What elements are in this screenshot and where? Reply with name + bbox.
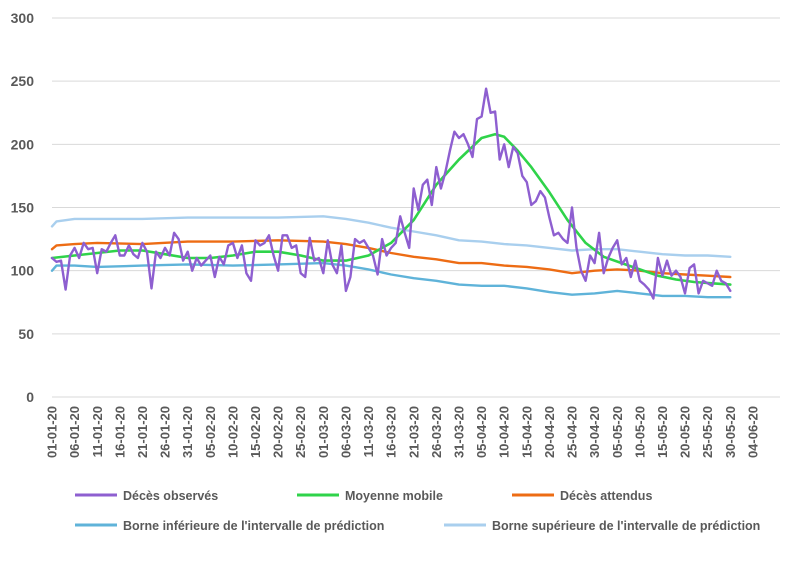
legend-label: Borne inférieure de l'intervalle de préd… (123, 519, 384, 533)
x-tick-label: 21-01-20 (135, 406, 150, 458)
series-line-0 (50, 87, 732, 300)
x-tick-label: 05-05-20 (610, 406, 625, 458)
x-tick-label: 31-01-20 (180, 406, 195, 458)
x-tick-label: 26-03-20 (429, 406, 444, 458)
y-tick-label: 50 (18, 326, 34, 342)
x-tick-label: 05-02-20 (203, 406, 218, 458)
x-tick-label: 10-05-20 (632, 406, 647, 458)
x-tick-label: 15-02-20 (248, 406, 263, 458)
gridlines (52, 17, 780, 398)
legend-label: Borne supérieure de l'intervalle de préd… (492, 519, 760, 533)
y-tick-label: 0 (26, 389, 34, 405)
x-tick-label: 25-04-20 (565, 406, 580, 458)
x-tick-label: 26-01-20 (158, 406, 173, 458)
legend-label: Décès observés (123, 489, 218, 503)
series-lines (50, 87, 732, 300)
y-axis: 0 50 100 150 200 250 300 (11, 10, 35, 405)
x-tick-label: 01-01-20 (45, 406, 60, 458)
legend-label: Décès attendus (560, 489, 652, 503)
x-tick-label: 25-05-20 (700, 406, 715, 458)
legend-label: Moyenne mobile (345, 489, 443, 503)
x-tick-label: 20-02-20 (271, 406, 286, 458)
x-tick-label: 06-01-20 (67, 406, 82, 458)
x-tick-label: 30-04-20 (587, 406, 602, 458)
x-tick-label: 25-02-20 (293, 406, 308, 458)
x-tick-label: 10-02-20 (225, 406, 240, 458)
x-axis: 01-01-20 06-01-20 11-01-20 16-01-20 21-01-20… (45, 406, 761, 458)
y-tick-label: 300 (11, 10, 35, 26)
x-tick-label: 30-05-20 (723, 406, 738, 458)
y-tick-label: 100 (11, 263, 35, 279)
x-tick-label: 15-04-20 (519, 406, 534, 458)
x-tick-label: 11-01-20 (90, 406, 105, 457)
x-tick-label: 16-01-20 (112, 406, 127, 458)
y-tick-label: 200 (11, 136, 35, 152)
x-tick-label: 06-03-20 (338, 406, 353, 458)
series-line-4 (50, 215, 732, 258)
x-tick-label: 04-06-20 (745, 406, 760, 458)
x-tick-label: 15-05-20 (655, 406, 670, 458)
y-tick-label: 250 (11, 73, 35, 89)
y-tick-label: 150 (11, 200, 35, 216)
legend: Décès observés Moyenne mobile Décès attend… (75, 489, 760, 533)
x-tick-label: 20-05-20 (678, 406, 693, 458)
x-tick-label: 16-03-20 (384, 406, 399, 458)
x-tick-label: 31-03-20 (452, 406, 467, 458)
x-tick-label: 21-03-20 (406, 406, 421, 458)
x-tick-label: 20-04-20 (542, 406, 557, 458)
x-tick-label: 10-04-20 (497, 406, 512, 458)
x-tick-label: 11-03-20 (361, 406, 376, 457)
x-tick-label: 05-04-20 (474, 406, 489, 458)
series-line-3 (50, 261, 732, 299)
x-tick-label: 01-03-20 (316, 406, 331, 458)
